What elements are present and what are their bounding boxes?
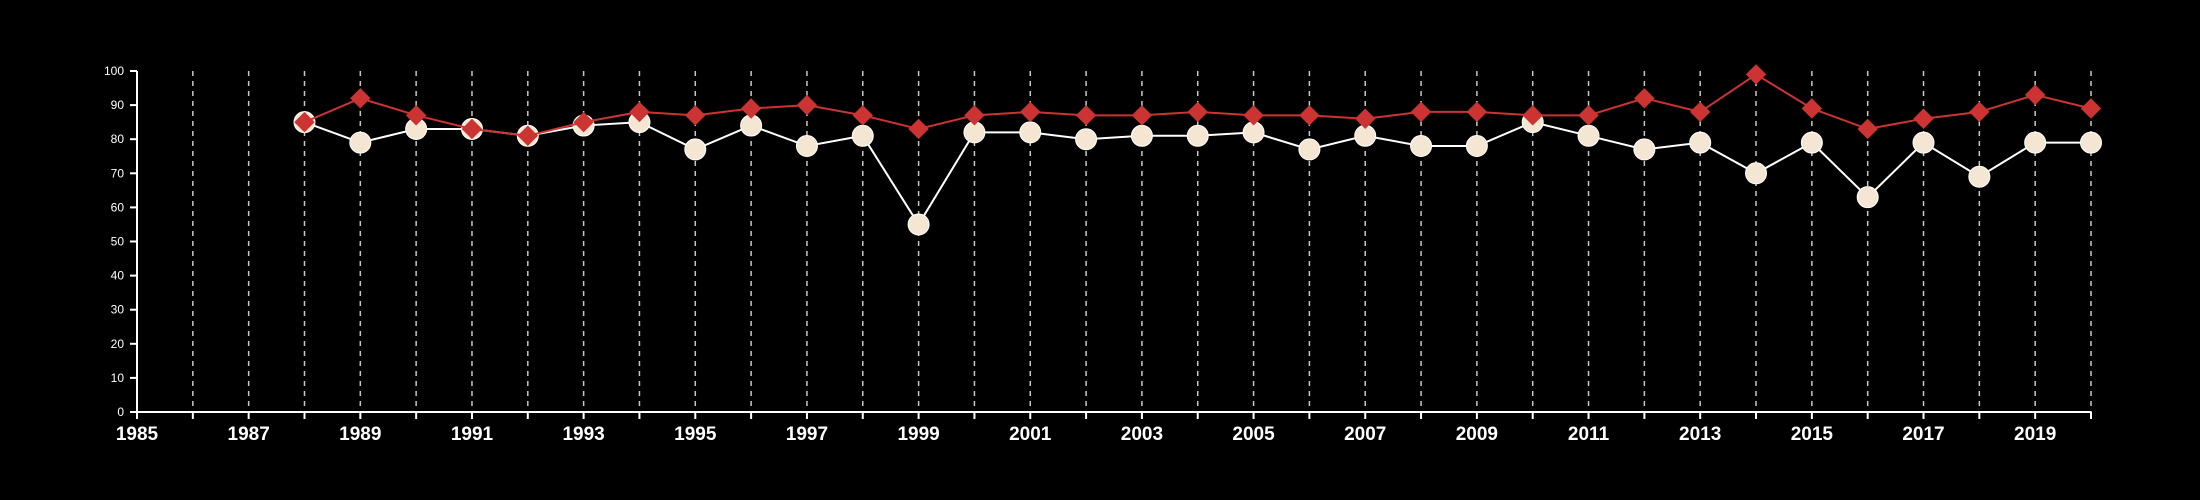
y-tick-label: 80 <box>111 132 125 146</box>
series-circles-point <box>1912 131 1935 154</box>
y-tick-label: 50 <box>111 235 125 249</box>
series-diamonds <box>294 64 2102 146</box>
x-tick-label: 2011 <box>1568 424 1610 445</box>
series-circles-point <box>1019 121 1042 144</box>
series-diamonds-point <box>517 125 539 146</box>
series-diamonds-point <box>573 111 594 133</box>
series-circles-point <box>1298 138 1321 161</box>
series-diamonds-point <box>2024 84 2046 106</box>
series-circles <box>293 111 2102 236</box>
series-diamonds-point <box>405 105 427 126</box>
series-circles-point <box>1130 124 1153 147</box>
x-tick-label: 1997 <box>786 424 828 445</box>
series-diamonds-point <box>1410 101 1432 123</box>
axes <box>130 70 2092 419</box>
x-tick-label: 2003 <box>1121 424 1163 445</box>
series-circles-point <box>795 135 818 158</box>
y-tick-label: 70 <box>111 166 125 180</box>
y-tick-label: 10 <box>111 371 125 385</box>
series-diamonds-point <box>1634 88 1655 109</box>
y-tick-label: 30 <box>111 303 125 317</box>
x-tick-label: 1999 <box>897 424 939 445</box>
series-circles-point <box>349 131 372 154</box>
series-circles-point <box>1745 162 1768 185</box>
x-tick-label: 1993 <box>562 424 604 445</box>
x-tick-label: 1995 <box>674 424 717 445</box>
series-diamonds-point <box>1466 101 1488 123</box>
series-diamonds-point <box>1522 105 1543 126</box>
series-circles-point <box>1410 135 1433 158</box>
series-diamonds-point <box>2080 98 2102 119</box>
y-tick-label: 40 <box>111 269 125 283</box>
series-circles-point <box>2024 131 2047 154</box>
series-diamonds-point <box>1689 101 1711 123</box>
series-diamonds-point <box>1745 64 1767 85</box>
series-circles-point <box>1465 135 1488 158</box>
x-tick-label: 2017 <box>1902 424 1944 445</box>
y-tick-label: 90 <box>111 98 125 112</box>
series-circles-point <box>684 138 707 161</box>
x-tick-label: 1987 <box>228 424 270 445</box>
series-diamonds-point <box>796 94 818 116</box>
x-tick-label: 2007 <box>1344 424 1386 445</box>
x-tick-label: 2019 <box>2014 424 2056 445</box>
series-diamonds-point <box>1913 108 1934 129</box>
series-diamonds-point <box>1020 101 1041 123</box>
series-circles-point <box>851 124 874 147</box>
series-diamonds-point <box>740 98 762 119</box>
series-circles-point <box>1968 165 1991 188</box>
series-diamonds-point <box>461 118 483 140</box>
series-circles-point <box>1075 128 1098 151</box>
series-diamonds-point <box>1187 101 1208 123</box>
series-diamonds-point <box>685 105 706 126</box>
x-tick-label: 2015 <box>1791 424 1834 445</box>
series-circles-point <box>1800 131 1823 154</box>
grid-lines <box>192 71 2092 412</box>
series-diamonds-point <box>1299 105 1320 126</box>
x-tick-label: 2013 <box>1679 424 1721 445</box>
tick-labels: 1985 1987 1989 1991 1993 1995 1997 1999 2001 2003… <box>104 64 2056 445</box>
y-tick-label: 20 <box>111 337 125 351</box>
series-diamonds-point <box>1857 118 1878 140</box>
series-diamonds-point <box>629 101 650 123</box>
series-diamonds-point <box>1578 105 1599 126</box>
series-circles-point <box>1186 124 1209 147</box>
x-tick-label: 2005 <box>1232 424 1275 445</box>
series-circles-point <box>1856 186 1879 209</box>
series-diamonds-point <box>294 111 315 133</box>
x-tick-label: 1989 <box>339 424 381 445</box>
series-diamonds-point <box>1131 105 1153 126</box>
series-diamonds-point <box>1075 105 1097 126</box>
series-circles-point <box>1689 131 1712 154</box>
x-tick-label: 2009 <box>1456 424 1498 445</box>
series-diamonds-point <box>1355 108 1376 129</box>
series-diamonds-point <box>908 118 929 140</box>
y-tick-label: 100 <box>104 64 124 78</box>
series-diamonds-point <box>852 105 873 126</box>
series-diamonds-point <box>964 105 985 126</box>
x-tick-label: 1985 <box>116 424 159 445</box>
series-circles-point <box>907 213 930 236</box>
series-circles-point <box>1633 138 1656 161</box>
series-diamonds-point <box>1801 98 1823 119</box>
y-tick-label: 60 <box>111 200 125 214</box>
x-tick-label: 2001 <box>1009 424 1052 445</box>
series-diamonds-point <box>1969 101 1990 123</box>
series-circles-point <box>2080 131 2102 154</box>
series-diamonds-point <box>350 88 371 109</box>
series-diamonds-point <box>1243 105 1264 126</box>
series-circles-point <box>1577 124 1600 147</box>
x-tick-label: 1991 <box>451 424 494 445</box>
y-tick-label: 0 <box>117 405 124 419</box>
